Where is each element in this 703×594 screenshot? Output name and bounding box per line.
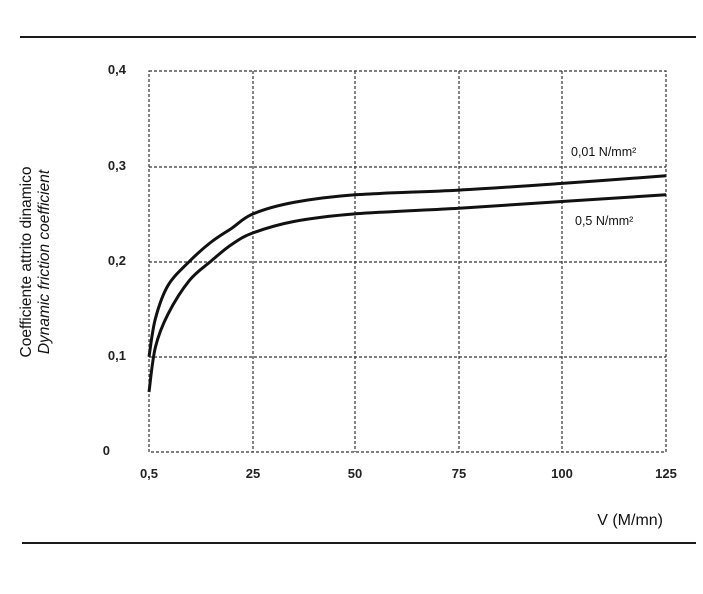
y-tick-0.1: 0,1 bbox=[107, 348, 126, 363]
bottom-rule bbox=[22, 542, 696, 544]
series-line-0.5 bbox=[147, 193, 667, 393]
x-tick-25: 25 bbox=[245, 466, 261, 481]
x-tick-125: 125 bbox=[655, 466, 677, 481]
x-axis-label: V (M/mn) bbox=[597, 512, 663, 529]
x-tick-100: 100 bbox=[551, 466, 573, 481]
x-tick-0.5: 0,5 bbox=[139, 466, 159, 481]
series-line-0.01 bbox=[147, 174, 667, 358]
top-rule bbox=[20, 36, 696, 38]
y-tick-0.2: 0,2 bbox=[107, 253, 126, 268]
x-tick-75: 75 bbox=[451, 466, 467, 481]
x-tick-50: 50 bbox=[347, 466, 363, 481]
series-label-0.5: 0,5 N/mm² bbox=[575, 214, 634, 228]
grid bbox=[148, 70, 667, 453]
y-tick-0.3: 0,3 bbox=[107, 158, 126, 173]
y-tick-0: 0 bbox=[102, 443, 110, 458]
y-tick-0.4: 0,4 bbox=[107, 62, 126, 77]
series-label-0.01: 0,01 N/mm² bbox=[571, 145, 637, 159]
